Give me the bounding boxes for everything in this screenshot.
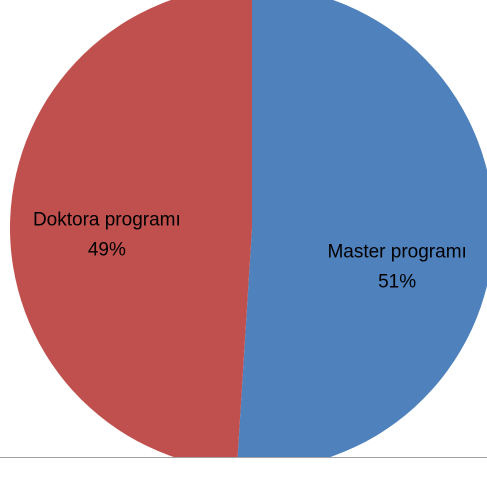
- slice-label: Doktora programı: [33, 209, 181, 230]
- value-label: 51%: [378, 272, 416, 293]
- pie-slice: [10, 0, 252, 457]
- value-label: 49%: [88, 239, 126, 260]
- pie: [10, 0, 487, 457]
- slice-label: Master programı: [327, 242, 466, 263]
- pie-slice: [237, 0, 487, 457]
